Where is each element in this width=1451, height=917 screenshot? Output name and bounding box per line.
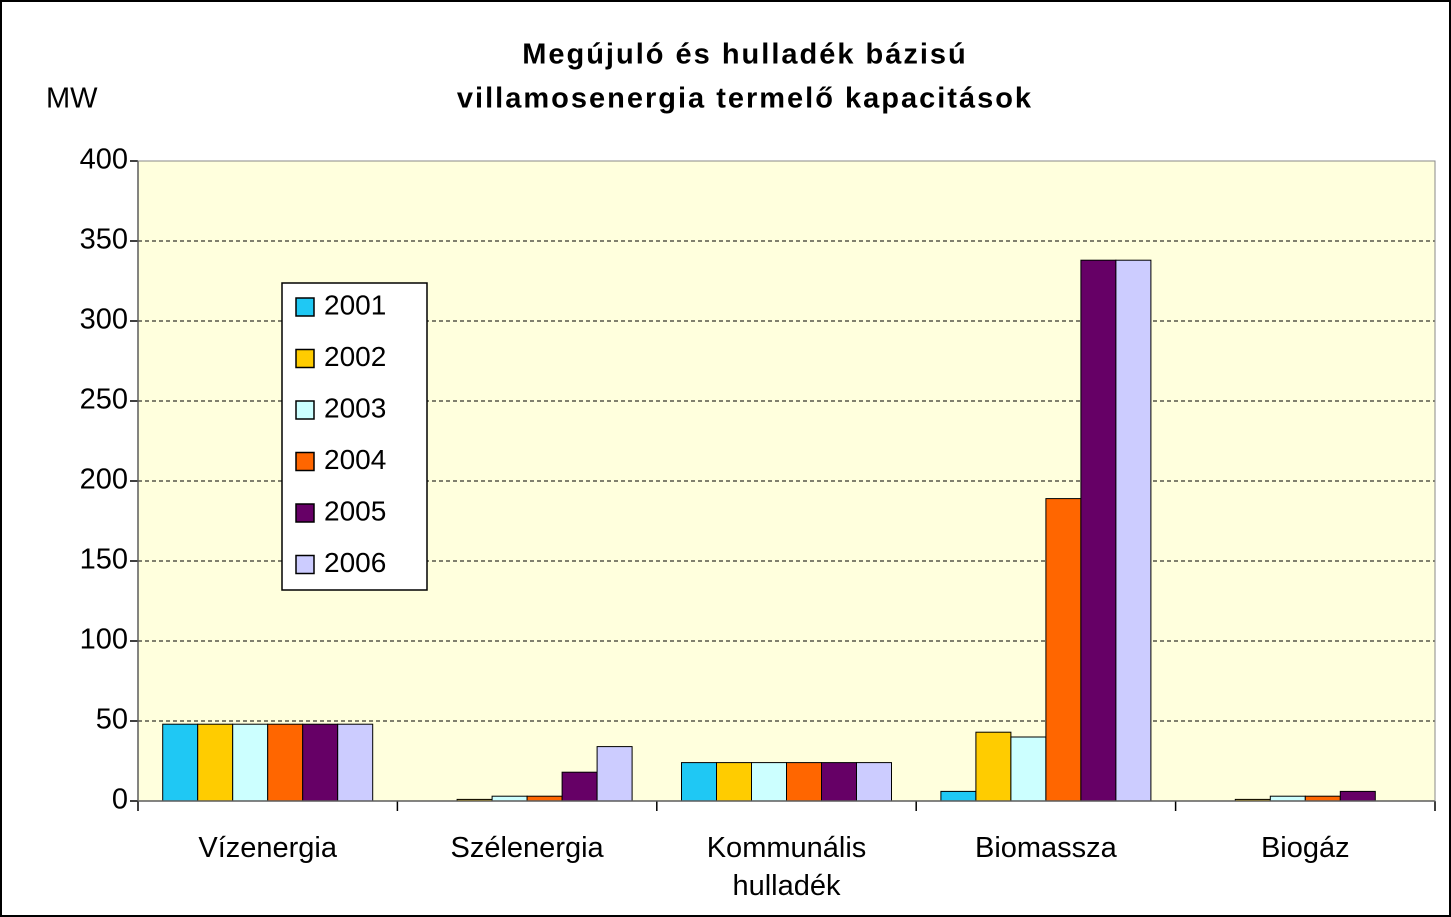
legend-swatch: [295, 297, 315, 317]
bar: [751, 762, 787, 802]
bar: [975, 731, 1012, 802]
chart-title: Megújuló és hulladék bázisú: [522, 39, 968, 71]
legend-label: 2003: [324, 392, 386, 423]
x-tick-label: Biogáz: [1261, 832, 1350, 864]
y-tick-label: 400: [80, 144, 128, 176]
bar: [267, 723, 304, 802]
bar: [232, 723, 269, 802]
legend-box: [281, 282, 428, 591]
x-tick-label: Kommunális hulladék: [707, 832, 867, 902]
bar: [856, 762, 892, 802]
plot-border: [137, 160, 1436, 802]
y-axis-label: MW: [46, 83, 98, 115]
legend-label: 2001: [324, 289, 386, 320]
bar: [940, 790, 977, 802]
legend-label: 2006: [324, 547, 386, 578]
y-tick-label: 200: [80, 464, 128, 496]
legend-swatch: [295, 503, 315, 523]
bar: [561, 771, 598, 802]
bar: [337, 723, 374, 802]
chart-title: villamosenergia termelő kapacitások: [457, 83, 1033, 115]
y-tick-label: 0: [112, 784, 128, 816]
bar: [302, 723, 339, 802]
y-tick-label: 50: [96, 704, 128, 736]
bar: [716, 762, 752, 802]
y-tick-label: 100: [80, 624, 128, 656]
bar: [1010, 736, 1047, 802]
bar: [681, 762, 717, 802]
legend-label: 2005: [324, 495, 386, 526]
bar: [786, 762, 822, 802]
legend-swatch: [295, 348, 315, 369]
bar: [821, 762, 857, 802]
y-tick-label: 150: [80, 544, 128, 576]
bar: [1115, 259, 1152, 802]
bar: [1080, 259, 1117, 802]
y-tick-label: 300: [80, 304, 128, 336]
legend-swatch: [295, 554, 315, 575]
legend-swatch: [295, 451, 315, 472]
bar: [1339, 790, 1376, 802]
bar: [1045, 498, 1082, 802]
y-tick-label: 250: [80, 384, 128, 416]
bar: [197, 723, 234, 802]
x-tick-label: Vízenergia: [198, 832, 338, 864]
bar: [162, 723, 199, 802]
legend-label: 2004: [324, 444, 386, 475]
y-tick-label: 350: [80, 224, 128, 256]
legend-label: 2002: [324, 341, 386, 372]
x-tick-label: Biomassza: [975, 832, 1118, 864]
legend-swatch: [295, 400, 315, 420]
bar: [596, 746, 633, 802]
x-tick-label: Szélenergia: [451, 832, 605, 864]
